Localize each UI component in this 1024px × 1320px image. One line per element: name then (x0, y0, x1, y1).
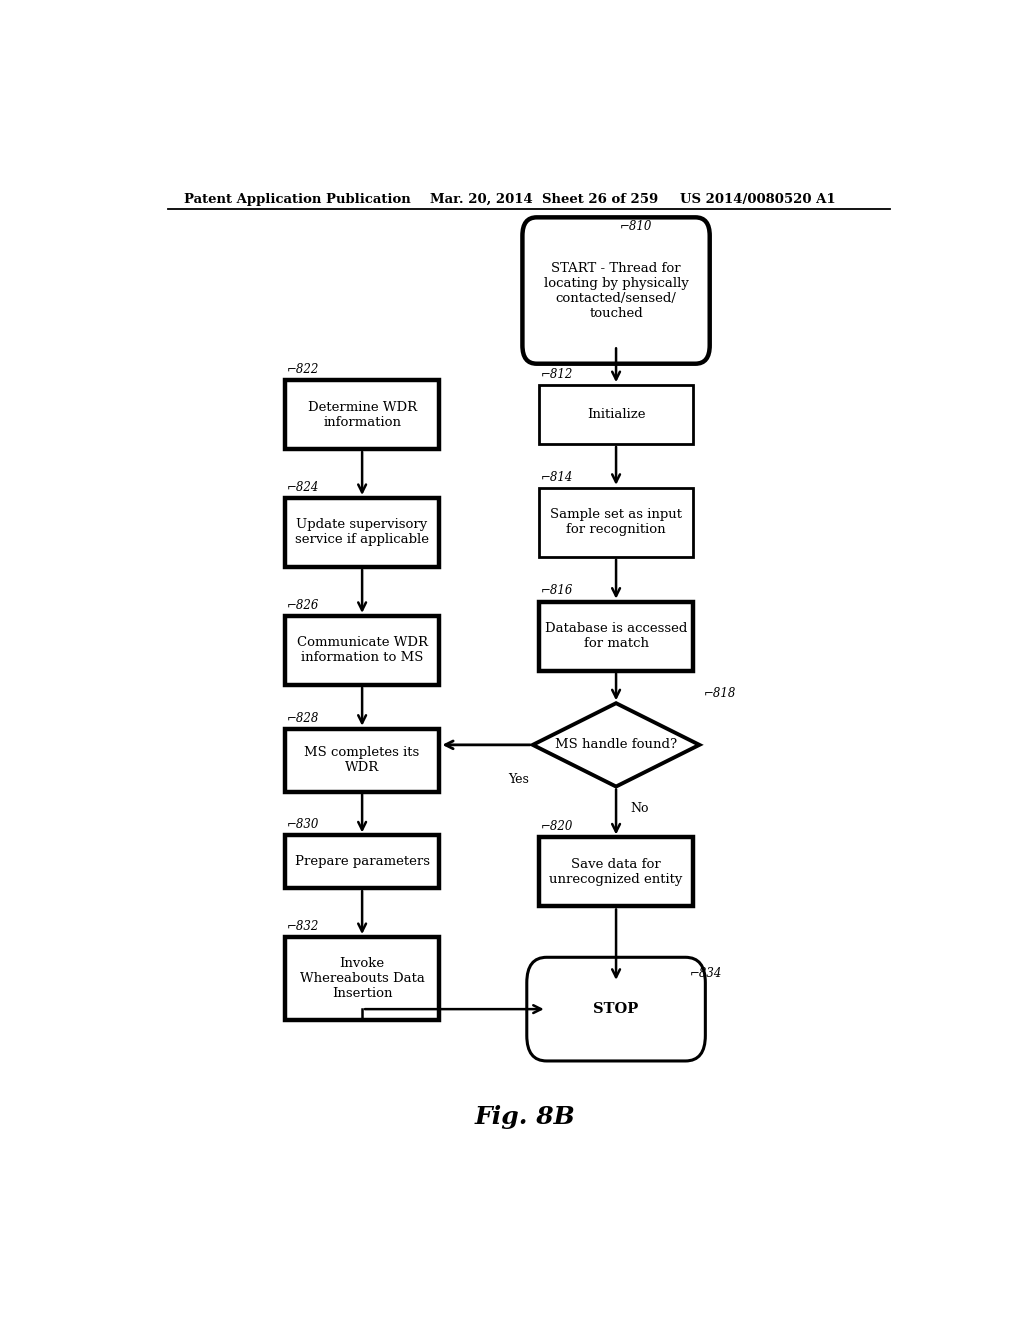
Text: Save data for
unrecognized entity: Save data for unrecognized entity (550, 858, 683, 886)
Text: STOP: STOP (594, 1002, 639, 1016)
Text: Mar. 20, 2014  Sheet 26 of 259: Mar. 20, 2014 Sheet 26 of 259 (430, 193, 657, 206)
Text: ⌐818: ⌐818 (703, 688, 735, 700)
Text: MS handle found?: MS handle found? (555, 738, 677, 751)
Text: ⌐820: ⌐820 (541, 820, 573, 833)
FancyBboxPatch shape (539, 837, 693, 907)
Text: ⌐822: ⌐822 (287, 363, 319, 376)
Text: Patent Application Publication: Patent Application Publication (183, 193, 411, 206)
Text: Communicate WDR
information to MS: Communicate WDR information to MS (297, 636, 428, 664)
Text: ⌐828: ⌐828 (287, 711, 319, 725)
Text: No: No (631, 801, 649, 814)
FancyBboxPatch shape (539, 602, 693, 671)
FancyBboxPatch shape (285, 836, 439, 888)
Text: Initialize: Initialize (587, 408, 645, 421)
Text: ⌐830: ⌐830 (287, 818, 319, 832)
Text: ⌐816: ⌐816 (541, 585, 573, 598)
Text: Determine WDR
information: Determine WDR information (307, 400, 417, 429)
Text: MS completes its
WDR: MS completes its WDR (304, 746, 420, 774)
FancyBboxPatch shape (526, 957, 706, 1061)
Text: START - Thread for
locating by physically
contacted/sensed/
touched: START - Thread for locating by physicall… (544, 261, 688, 319)
Text: ⌐834: ⌐834 (689, 966, 722, 979)
FancyBboxPatch shape (539, 385, 693, 444)
Text: Sample set as input
for recognition: Sample set as input for recognition (550, 508, 682, 536)
FancyBboxPatch shape (285, 380, 439, 449)
Text: ⌐810: ⌐810 (620, 219, 652, 232)
Text: Database is accessed
for match: Database is accessed for match (545, 622, 687, 651)
Text: ⌐832: ⌐832 (287, 920, 319, 933)
Text: ⌐814: ⌐814 (541, 471, 573, 483)
Polygon shape (532, 704, 699, 787)
FancyBboxPatch shape (285, 937, 439, 1020)
Text: Update supervisory
service if applicable: Update supervisory service if applicable (295, 519, 429, 546)
FancyBboxPatch shape (522, 218, 710, 364)
FancyBboxPatch shape (539, 487, 693, 557)
Text: ⌐826: ⌐826 (287, 599, 319, 611)
Text: Invoke
Whereabouts Data
Insertion: Invoke Whereabouts Data Insertion (300, 957, 425, 1001)
Text: Yes: Yes (508, 774, 528, 787)
Text: US 2014/0080520 A1: US 2014/0080520 A1 (680, 193, 836, 206)
FancyBboxPatch shape (285, 498, 439, 568)
Text: ⌐824: ⌐824 (287, 480, 319, 494)
Text: Fig. 8B: Fig. 8B (474, 1105, 575, 1129)
Text: ⌐812: ⌐812 (541, 368, 573, 381)
FancyBboxPatch shape (285, 615, 439, 685)
Text: Prepare parameters: Prepare parameters (295, 855, 430, 869)
FancyBboxPatch shape (285, 729, 439, 792)
